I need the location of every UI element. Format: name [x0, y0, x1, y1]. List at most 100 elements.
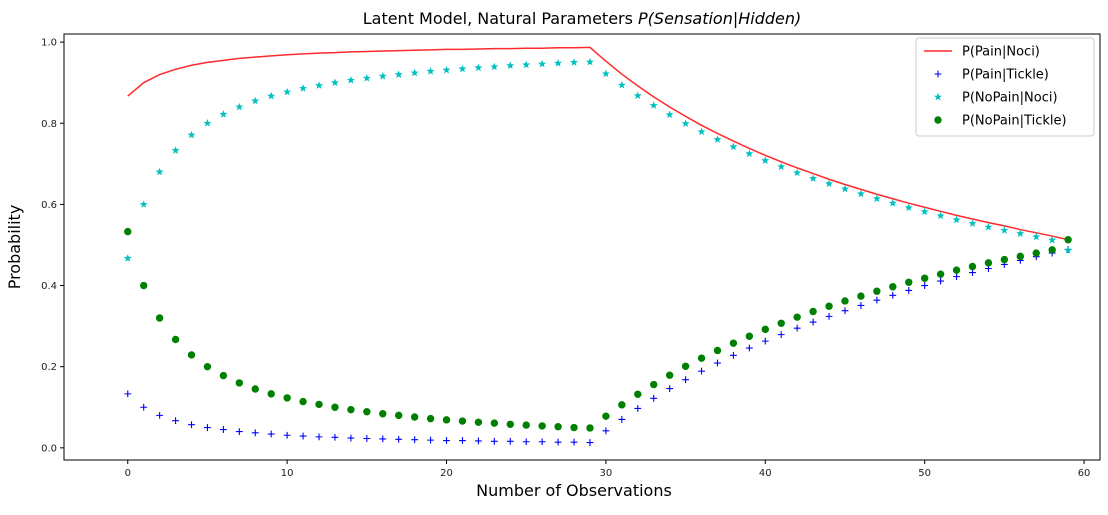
data-point [522, 421, 530, 429]
data-point [155, 167, 164, 176]
data-point [793, 324, 801, 332]
legend-label: P(NoPain|Tickle) [962, 114, 1067, 129]
data-point [458, 64, 467, 73]
data-point [650, 394, 658, 402]
data-point [793, 313, 801, 321]
y-tick-label: 0.0 [41, 443, 57, 454]
data-point [1016, 229, 1025, 238]
data-point [315, 81, 324, 89]
chart-title-prefix: Latent Model, Natural Parameters [363, 9, 638, 28]
data-point [554, 423, 562, 431]
data-point [474, 418, 483, 426]
data-point [825, 312, 833, 320]
data-point [267, 390, 275, 398]
x-tick-label: 60 [1078, 468, 1091, 479]
data-point [1016, 252, 1025, 261]
data-point [585, 57, 594, 66]
data-point [873, 296, 881, 304]
legend: P(Pain|Noci) P(Pain|Tickle) P(NoPain|Noci)… [915, 37, 1095, 137]
data-point [682, 376, 689, 384]
data-point [171, 335, 180, 344]
data-point [171, 146, 180, 154]
y-axis-ticks: 0.0 0.2 0.4 0.6 0.8 1.0 [41, 38, 64, 454]
data-point [346, 76, 355, 84]
data-point [139, 281, 148, 290]
data-point [841, 297, 849, 305]
legend-label: P(Pain|Noci) [962, 45, 1040, 60]
data-point [267, 91, 276, 100]
legend-item: P(Pain|Tickle) [934, 68, 1049, 83]
data-point [395, 435, 403, 443]
data-point [330, 78, 339, 87]
data-point [904, 203, 913, 212]
data-point [888, 198, 897, 207]
data-point [395, 411, 403, 420]
data-point [554, 59, 563, 67]
y-tick-label: 0.2 [41, 362, 57, 373]
data-point [793, 168, 802, 177]
data-point [442, 65, 451, 74]
data-point [889, 283, 897, 291]
data-point [219, 110, 228, 118]
data-point [889, 291, 897, 299]
data-point [251, 429, 259, 437]
data-point [968, 219, 977, 227]
data-point [299, 397, 307, 406]
data-point [936, 270, 945, 278]
legend-swatch [934, 116, 942, 124]
data-point [251, 96, 260, 105]
data-point [841, 307, 849, 315]
data-point [203, 119, 212, 127]
data-point [219, 426, 227, 433]
data-point [475, 437, 482, 445]
data-point [299, 84, 308, 92]
data-point [602, 412, 610, 420]
legend-frame [915, 37, 1095, 137]
data-point [1064, 235, 1072, 244]
data-point [331, 403, 339, 411]
data-point [665, 110, 674, 119]
data-point [633, 91, 642, 100]
legend-item: P(NoPain|Noci) [934, 91, 1058, 106]
data-point [809, 307, 817, 316]
data-point [650, 380, 658, 389]
data-point [570, 58, 579, 66]
series-2 [123, 57, 1073, 262]
data-point [506, 61, 515, 70]
data-point [124, 390, 132, 398]
data-point [602, 427, 610, 435]
data-point [745, 149, 754, 158]
data-point [761, 325, 769, 334]
data-point [410, 413, 419, 421]
data-point [649, 101, 658, 109]
data-point [920, 274, 929, 282]
data-point [634, 405, 642, 412]
data-point [761, 156, 770, 164]
legend-swatch [934, 92, 942, 101]
legend-item: P(Pain|Noci) [924, 45, 1040, 60]
legend-swatch [934, 70, 942, 78]
data-point [745, 332, 754, 340]
x-axis-label: Number of Observations [476, 481, 672, 500]
data-point [347, 405, 355, 414]
data-point [618, 416, 626, 423]
data-point [872, 194, 881, 203]
data-point [474, 63, 483, 72]
data-point [634, 390, 642, 398]
data-point [155, 314, 164, 322]
data-point [490, 419, 499, 427]
data-point [936, 211, 945, 220]
data-point [905, 278, 913, 286]
data-point [443, 437, 450, 444]
data-point [506, 437, 514, 445]
legend-item: P(NoPain|Tickle) [934, 114, 1067, 129]
data-point [283, 394, 291, 402]
data-point [411, 436, 419, 444]
data-point [235, 379, 244, 387]
data-point [729, 339, 738, 347]
chart-title: Latent Model, Natural Parameters P(Sensa… [363, 9, 802, 28]
data-point [745, 344, 753, 352]
y-tick-label: 0.4 [41, 281, 57, 292]
data-point [952, 215, 961, 224]
data-point [952, 266, 961, 274]
